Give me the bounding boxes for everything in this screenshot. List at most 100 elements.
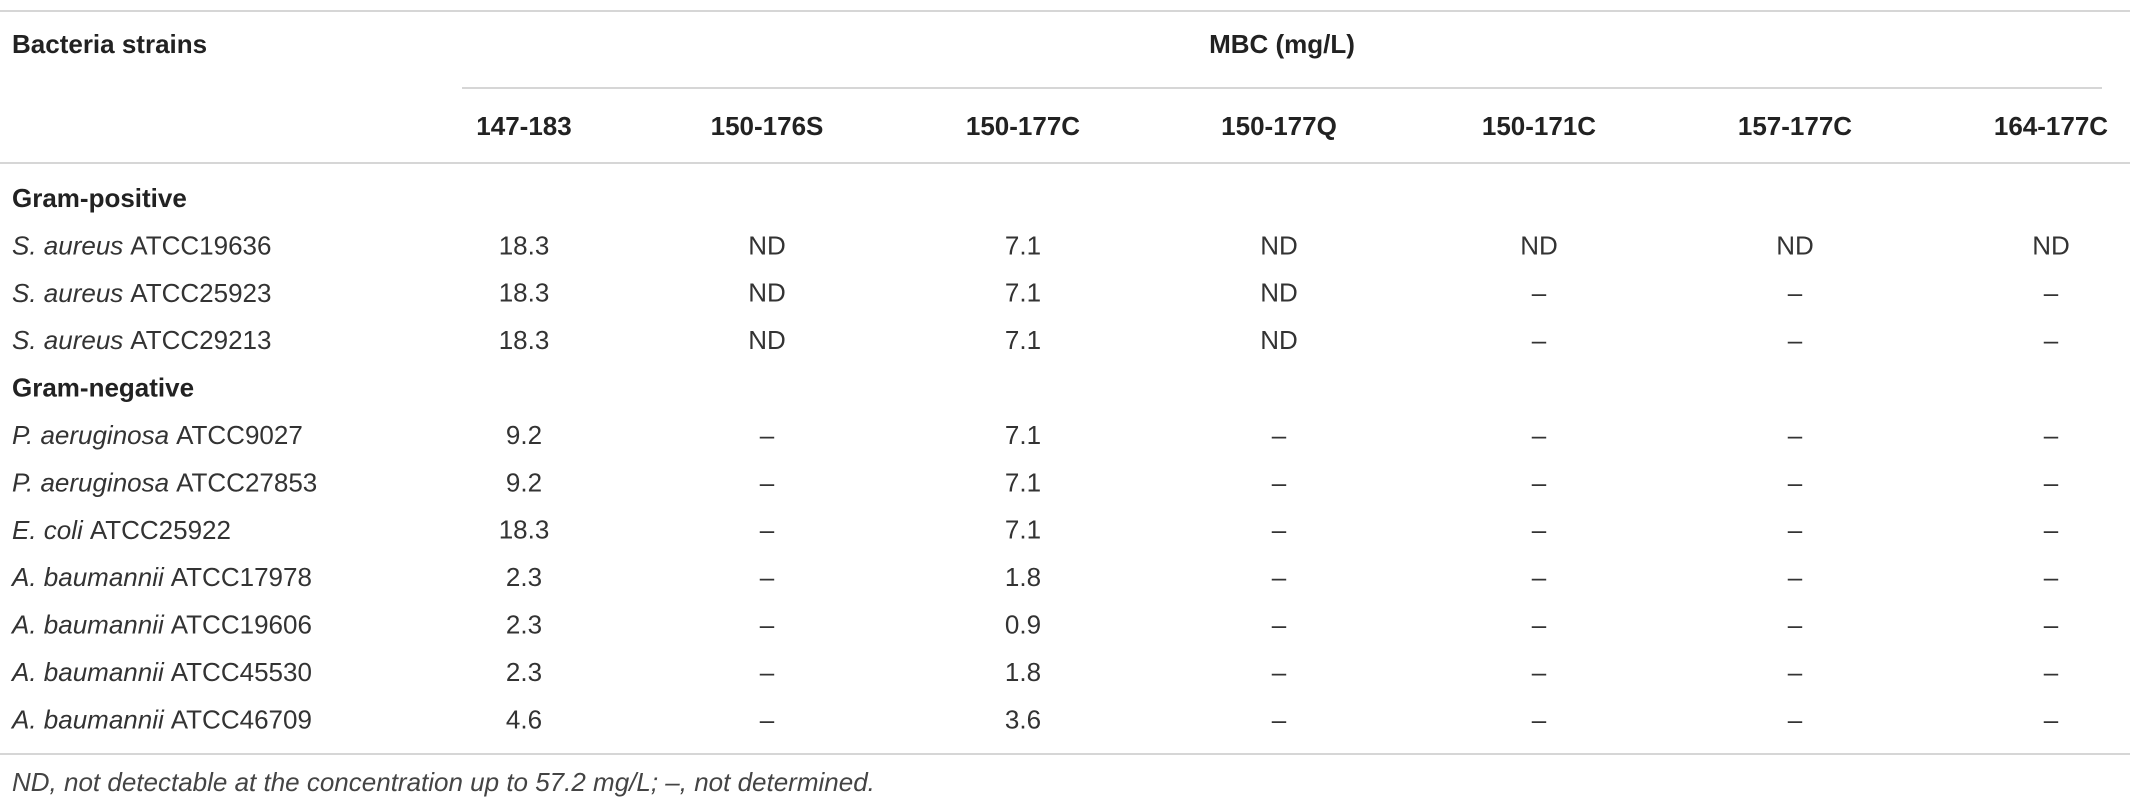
species: S. aureus: [12, 230, 123, 260]
cell: –: [2044, 278, 2059, 308]
species: P. aeruginosa: [12, 420, 169, 450]
strain-name: E. coli ATCC25922: [12, 515, 231, 545]
cell: –: [2044, 609, 2059, 639]
cell: 7.1: [1005, 230, 1041, 260]
header-first: Bacteria strains: [12, 29, 207, 59]
cell: 1.8: [1005, 657, 1041, 687]
column-header: 150-171C: [1482, 111, 1596, 141]
strain: ATCC45530: [171, 657, 312, 687]
strain: ATCC19606: [171, 609, 312, 639]
species: A. baumannii: [10, 562, 165, 592]
strain: ATCC17978: [171, 562, 312, 592]
cell: –: [760, 609, 775, 639]
footnote: ND, not detectable at the concentration …: [12, 767, 875, 797]
cell: –: [1532, 609, 1547, 639]
cell: –: [1272, 562, 1287, 592]
species: S. aureus: [12, 278, 123, 308]
cell: 2.3: [506, 562, 542, 592]
section-label: Gram-positive: [12, 183, 187, 213]
cell: –: [2044, 325, 2059, 355]
strain: ATCC27853: [176, 467, 317, 497]
cell: ND: [748, 278, 786, 308]
column-header: 147-183: [476, 111, 571, 141]
strain-name: A. baumannii ATCC46709: [10, 704, 312, 734]
cell: –: [1788, 325, 1803, 355]
cell: –: [760, 467, 775, 497]
header-group: MBC (mg/L): [1209, 29, 1355, 59]
cell: –: [1532, 278, 1547, 308]
strain-name: S. aureus ATCC25923: [12, 278, 271, 308]
strain: ATCC25922: [90, 515, 231, 545]
cell: –: [760, 657, 775, 687]
cell: –: [1788, 420, 1803, 450]
cell: ND: [1260, 230, 1298, 260]
cell: ND: [748, 230, 786, 260]
cell: –: [2044, 420, 2059, 450]
cell: –: [2044, 467, 2059, 497]
cell: 7.1: [1005, 278, 1041, 308]
species: A. baumannii: [10, 704, 165, 734]
cell: –: [760, 420, 775, 450]
cell: ND: [748, 325, 786, 355]
strain-name: A. baumannii ATCC19606: [10, 609, 312, 639]
cell: ND: [1520, 230, 1558, 260]
cell: –: [2044, 562, 2059, 592]
cell: –: [1532, 325, 1547, 355]
species: A. baumannii: [10, 657, 165, 687]
cell: ND: [1260, 278, 1298, 308]
cell: –: [1272, 657, 1287, 687]
cell: –: [2044, 704, 2059, 734]
species: E. coli: [12, 515, 84, 545]
cell: 1.8: [1005, 562, 1041, 592]
strain-name: A. baumannii ATCC45530: [10, 657, 312, 687]
column-header: 150-177C: [966, 111, 1080, 141]
cell: 7.1: [1005, 420, 1041, 450]
cell: –: [1532, 657, 1547, 687]
strain-name: S. aureus ATCC29213: [12, 325, 271, 355]
strain-name: P. aeruginosa ATCC9027: [12, 420, 303, 450]
cell: –: [1788, 704, 1803, 734]
strain: ATCC29213: [130, 325, 271, 355]
cell: –: [2044, 515, 2059, 545]
cell: 9.2: [506, 420, 542, 450]
cell: 18.3: [499, 230, 550, 260]
cell: –: [1788, 467, 1803, 497]
cell: –: [2044, 657, 2059, 687]
cell: –: [1788, 657, 1803, 687]
cell: ND: [1260, 325, 1298, 355]
cell: –: [760, 562, 775, 592]
strain: ATCC19636: [130, 230, 271, 260]
cell: –: [1272, 467, 1287, 497]
species: S. aureus: [12, 325, 123, 355]
cell: –: [1532, 562, 1547, 592]
cell: 7.1: [1005, 467, 1041, 497]
cell: 2.3: [506, 609, 542, 639]
cell: ND: [1776, 230, 1814, 260]
cell: –: [1788, 515, 1803, 545]
species: A. baumannii: [10, 609, 165, 639]
cell: –: [1532, 420, 1547, 450]
column-header: 150-177Q: [1221, 111, 1337, 141]
cell: ND: [2032, 230, 2070, 260]
cell: –: [1532, 467, 1547, 497]
cell: 4.6: [506, 704, 542, 734]
cell: 3.6: [1005, 704, 1041, 734]
cell: –: [1532, 704, 1547, 734]
cell: –: [1788, 562, 1803, 592]
strain: ATCC9027: [176, 420, 303, 450]
cell: 2.3: [506, 657, 542, 687]
cell: –: [1272, 515, 1287, 545]
cell: 18.3: [499, 278, 550, 308]
cell: 7.1: [1005, 515, 1041, 545]
column-header: 157-177C: [1738, 111, 1852, 141]
strain-name: P. aeruginosa ATCC27853: [12, 467, 317, 497]
cell: –: [1272, 609, 1287, 639]
cell: –: [760, 515, 775, 545]
cell: –: [1272, 420, 1287, 450]
column-header: 150-176S: [711, 111, 824, 141]
column-header: 164-177C: [1994, 111, 2108, 141]
species: P. aeruginosa: [12, 467, 169, 497]
cell: 9.2: [506, 467, 542, 497]
cell: 0.9: [1005, 609, 1041, 639]
cell: –: [1272, 704, 1287, 734]
